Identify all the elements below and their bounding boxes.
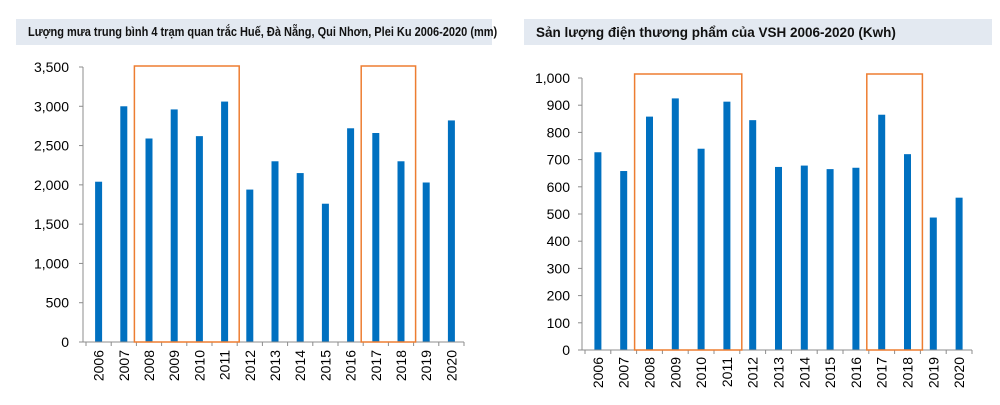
- bar-2013: [271, 161, 279, 342]
- x-tick-label: 2015: [822, 357, 838, 388]
- x-tick-label: 2011: [217, 350, 233, 380]
- bar-2012: [749, 120, 757, 350]
- chart-title: Sản lượng điện thương phẩm của VSH 2006-…: [536, 24, 896, 40]
- bar-2014: [296, 173, 304, 342]
- bar-2006: [95, 181, 103, 342]
- rainfall-chart-panel: Lượng mưa trung bình 4 trạm quan trắc Hu…: [16, 19, 497, 45]
- x-tick-label: 2016: [343, 350, 359, 381]
- x-tick-label: 2018: [900, 357, 916, 388]
- y-tick-label: 200: [547, 288, 571, 304]
- bar-2016: [347, 128, 355, 342]
- electricity-bar-chart: 0 100 200 300 400 500 600 700 800 900 1,000 2006 200…: [535, 70, 973, 388]
- chart-title: Lượng mưa trung bình 4 trạm quan trắc Hu…: [28, 25, 498, 39]
- x-tick-label: 2009: [667, 357, 683, 388]
- x-tick-label: 2014: [292, 350, 308, 381]
- x-tick-label: 2010: [693, 357, 709, 388]
- x-tick-label: 2017: [874, 357, 890, 388]
- x-tick-label: 2018: [393, 350, 409, 381]
- bar-2010: [697, 148, 705, 350]
- x-tick-label: 2010: [191, 350, 207, 381]
- bar-2010: [195, 136, 203, 342]
- y-tick-label: 400: [547, 233, 571, 249]
- x-tick-label: 2017: [368, 350, 384, 381]
- rainfall-bar-chart: 0 500 1,000 1,500 2,000 2,500 3,000 3,500 2006 20…: [34, 59, 465, 381]
- highlight-box: [133, 65, 240, 343]
- x-tick-label: 2019: [418, 350, 434, 381]
- bar-2015: [321, 203, 329, 342]
- bar-2013: [775, 166, 782, 350]
- y-tick-label: 2,000: [34, 177, 69, 193]
- bar-2011: [221, 101, 229, 342]
- y-tick-label: 2,500: [34, 138, 69, 154]
- y-tick-label: 1,000: [34, 255, 69, 271]
- x-tick-label: 2008: [141, 350, 157, 381]
- x-tick-label: 2006: [91, 350, 107, 381]
- y-tick-label: 300: [547, 260, 571, 276]
- x-tick-label: 2012: [242, 350, 258, 381]
- x-tick-label: 2007: [616, 357, 632, 388]
- x-tick-label: 2007: [116, 350, 132, 381]
- chart-title-bar: Lượng mưa trung bình 4 trạm quan trắc Hu…: [16, 19, 497, 45]
- y-tick-label: 700: [547, 152, 571, 168]
- bar-2009: [170, 109, 178, 342]
- chart-title-bar: Sản lượng điện thương phẩm của VSH 2006-…: [524, 19, 992, 45]
- y-tick-label: 1,000: [535, 70, 570, 86]
- bar-2008: [646, 116, 653, 351]
- bar-2018: [904, 154, 911, 350]
- x-tick-label: 2015: [317, 350, 333, 381]
- y-tick-label: 800: [547, 124, 571, 140]
- bar-2018: [397, 161, 405, 342]
- y-tick-label: 100: [547, 315, 571, 331]
- x-tick-label: 2020: [951, 357, 967, 388]
- y-tick-label: 600: [547, 179, 571, 195]
- bar-2009: [671, 98, 679, 351]
- bar-2012: [246, 189, 254, 342]
- bar-2017: [372, 133, 380, 342]
- bar-2020: [447, 120, 455, 342]
- bar-2014: [800, 165, 808, 350]
- bar-2020: [955, 197, 963, 350]
- y-tick-label: 1,500: [34, 216, 69, 232]
- y-tick-label: 3,000: [34, 98, 69, 114]
- highlight-box: [866, 73, 924, 351]
- x-tick-label: 2009: [166, 350, 182, 381]
- highlight-box: [360, 65, 417, 343]
- electricity-chart-panel: Sản lượng điện thương phẩm của VSH 2006-…: [510, 0, 1000, 405]
- bar-2008: [145, 138, 153, 342]
- x-tick-label: 2008: [642, 357, 658, 388]
- bar-2011: [723, 101, 731, 350]
- y-tick-label: 3,500: [34, 59, 69, 75]
- x-tick-label: 2016: [848, 357, 864, 388]
- y-tick-label: 500: [46, 295, 70, 311]
- y-tick-label: 500: [547, 206, 571, 222]
- bar-2007: [120, 106, 128, 343]
- x-tick-label: 2012: [745, 357, 761, 388]
- x-tick-label: 2020: [443, 350, 459, 381]
- x-tick-label: 2006: [590, 357, 606, 388]
- y-tick-label: 900: [547, 97, 571, 113]
- x-tick-label: 2013: [267, 350, 283, 381]
- y-tick-label: 0: [562, 342, 570, 358]
- bar-2007: [620, 171, 628, 350]
- bar-2006: [594, 152, 602, 350]
- x-tick-label: 2014: [796, 357, 812, 388]
- bar-2019: [422, 182, 430, 342]
- x-tick-label: 2011: [719, 357, 735, 387]
- bar-2016: [852, 167, 860, 350]
- highlight-box: [633, 73, 743, 351]
- bar-2019: [929, 217, 937, 350]
- x-tick-label: 2013: [771, 357, 787, 388]
- bar-2017: [878, 114, 886, 350]
- y-tick-label: 0: [61, 334, 69, 350]
- bar-2015: [826, 169, 834, 350]
- x-tick-label: 2019: [925, 357, 941, 388]
